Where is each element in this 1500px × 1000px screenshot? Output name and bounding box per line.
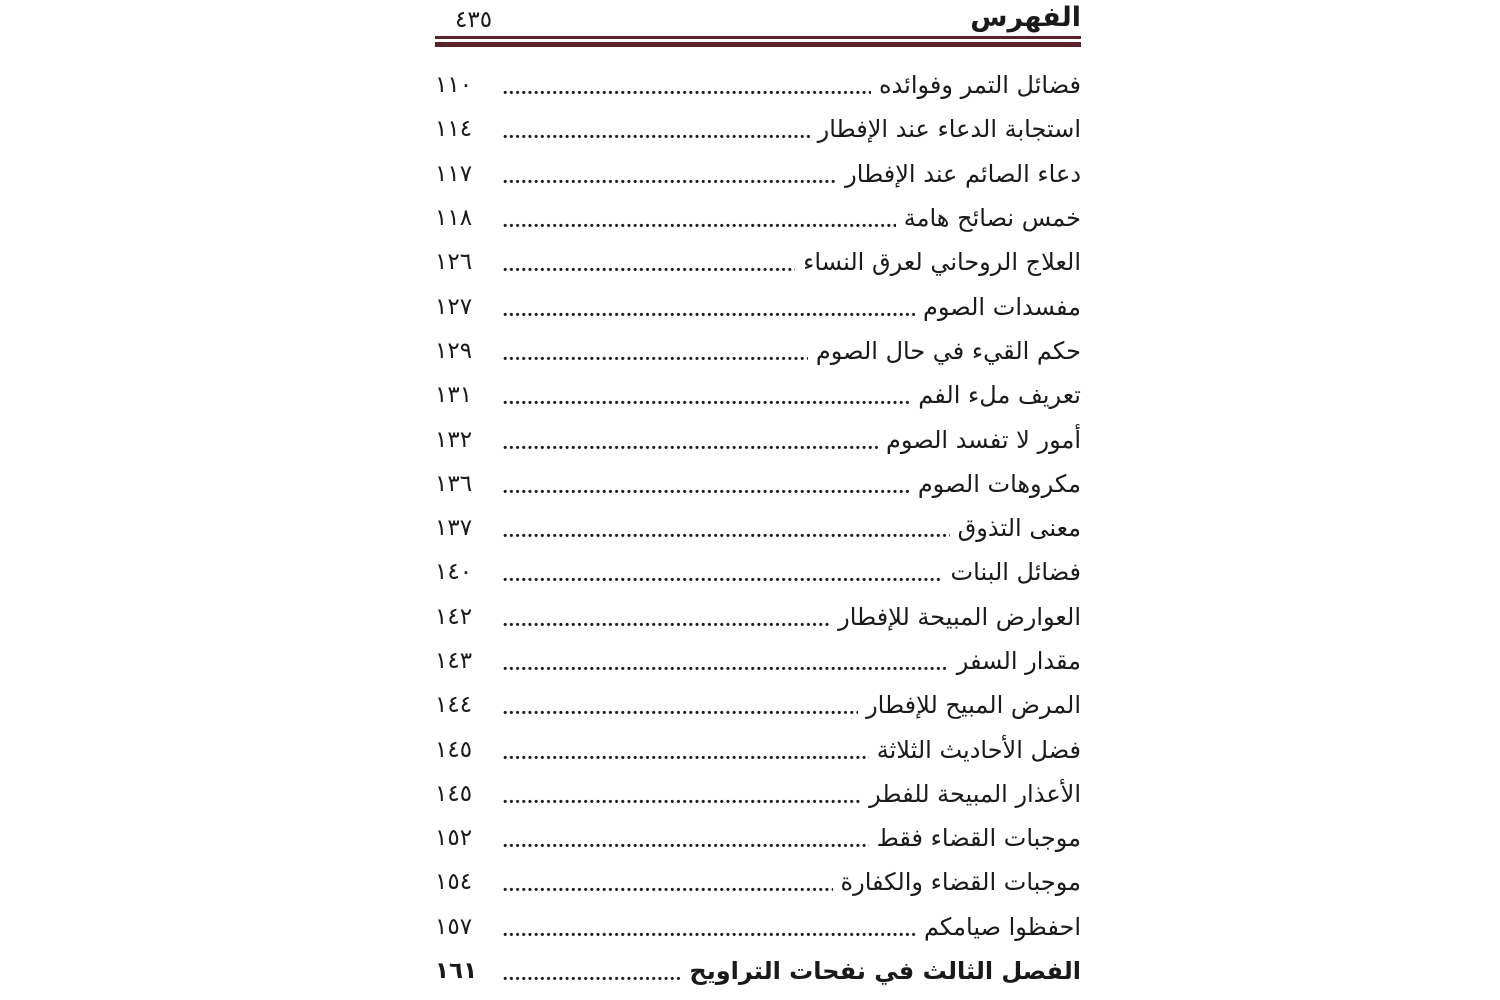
toc-entry-page: ١١٠ bbox=[435, 72, 473, 99]
toc-row: الأعذار المبيحة للفطر ١٤٥ bbox=[435, 772, 1081, 816]
toc-row: موجبات القضاء فقط ١٥٢ bbox=[435, 816, 1081, 860]
toc-entry-title: الأعذار المبيحة للفطر bbox=[869, 779, 1081, 808]
toc-entry-page: ١٤٥ bbox=[435, 780, 473, 807]
toc-entry-page: ١٤٢ bbox=[435, 603, 473, 630]
toc-entry-page: ١٢٦ bbox=[435, 249, 473, 276]
toc-entry-page: ١٣٢ bbox=[435, 426, 473, 453]
dot-leader bbox=[487, 639, 957, 683]
toc-entry-page: ١٤٤ bbox=[435, 692, 473, 719]
toc-entry-title: العلاج الروحاني لعرق النساء bbox=[803, 248, 1081, 277]
dot-leader bbox=[487, 816, 877, 860]
toc-row: احفظوا صيامكم ١٥٧ bbox=[435, 905, 1081, 949]
toc-entry-page: ١٥٧ bbox=[435, 913, 473, 940]
dot-leader bbox=[487, 417, 886, 461]
dot-leader bbox=[487, 949, 689, 993]
toc-entry-title: استجابة الدعاء عند الإفطار bbox=[817, 115, 1081, 144]
toc-row: فضائل البنات ١٤٠ bbox=[435, 550, 1081, 594]
toc-entry-page: ١٣٧ bbox=[435, 515, 473, 542]
toc-entry-title: المرض المبيح للإفطار bbox=[866, 691, 1081, 720]
toc-list: فضائل التمر وفوائده ١١٠ استجابة الدعاء ع… bbox=[435, 63, 1081, 993]
toc-entry-page: ١١٧ bbox=[435, 160, 473, 187]
toc-entry-page: ١٥٢ bbox=[435, 825, 473, 852]
toc-entry-page: ١١٨ bbox=[435, 205, 473, 232]
dot-leader bbox=[487, 506, 958, 550]
toc-row: مفسدات الصوم ١٢٧ bbox=[435, 284, 1081, 328]
toc-row: الفصل الثالث في نفحات التراويح ١٦١ bbox=[435, 949, 1081, 993]
toc-row: استجابة الدعاء عند الإفطار ١١٤ bbox=[435, 107, 1081, 151]
toc-entry-title: الفصل الثالث في نفحات التراويح bbox=[689, 957, 1081, 986]
toc-row: مكروهات الصوم ١٣٦ bbox=[435, 462, 1081, 506]
toc-entry-title: فضائل البنات bbox=[950, 558, 1081, 587]
toc-entry-title: احفظوا صيامكم bbox=[923, 912, 1081, 941]
toc-entry-title: مفسدات الصوم bbox=[923, 292, 1081, 321]
toc-entry-page: ١٤٥ bbox=[435, 736, 473, 763]
dot-leader bbox=[487, 196, 904, 240]
toc-entry-title: فضائل التمر وفوائده bbox=[878, 71, 1081, 100]
toc-entry-page: ١٤٣ bbox=[435, 648, 473, 674]
toc-entry-title: موجبات القضاء والكفارة bbox=[840, 868, 1081, 897]
dot-leader bbox=[487, 152, 845, 196]
toc-entry-title: حكم القيء في حال الصوم bbox=[815, 336, 1081, 365]
toc-entry-page: ١٦١ bbox=[435, 958, 478, 985]
toc-entry-title: تعريف ملء الفم bbox=[918, 381, 1081, 410]
toc-entry-title: دعاء الصائم عند الإفطار bbox=[845, 159, 1081, 188]
toc-entry-page: ١٥٤ bbox=[435, 869, 473, 896]
page-number: ٤٣٥ bbox=[455, 7, 493, 33]
dot-leader bbox=[487, 462, 918, 506]
dot-leader bbox=[487, 772, 869, 816]
toc-row: مقدار السفر ١٤٣ bbox=[435, 639, 1081, 683]
toc-entry-title: العوارض المبيحة للإفطار bbox=[838, 602, 1081, 631]
header-divider bbox=[435, 36, 1081, 47]
toc-entry-title: مقدار السفر bbox=[956, 647, 1081, 675]
dot-leader bbox=[487, 683, 866, 727]
dot-leader bbox=[487, 550, 951, 594]
toc-row: أمور لا تفسد الصوم ١٣٢ bbox=[435, 417, 1081, 461]
dot-leader bbox=[487, 595, 838, 639]
dot-leader bbox=[487, 329, 816, 373]
toc-entry-page: ١٢٧ bbox=[435, 293, 473, 320]
toc-entry-page: ١١٤ bbox=[435, 116, 473, 143]
toc-entry-title: خمس نصائح هامة bbox=[903, 204, 1081, 233]
book-page: الفهرس ٤٣٥ فضائل التمر وفوائده ١١٠ استجا… bbox=[435, 0, 1081, 1000]
toc-entry-page: ١٢٩ bbox=[435, 337, 473, 364]
dot-leader bbox=[487, 284, 923, 328]
dot-leader bbox=[487, 727, 877, 771]
toc-entry-title: موجبات القضاء فقط bbox=[876, 824, 1081, 853]
toc-entry-title: معنى التذوق bbox=[957, 514, 1081, 543]
toc-row: تعريف ملء الفم ١٣١ bbox=[435, 373, 1081, 417]
toc-row: المرض المبيح للإفطار ١٤٤ bbox=[435, 683, 1081, 727]
toc-row: خمس نصائح هامة ١١٨ bbox=[435, 196, 1081, 240]
toc-row: العلاج الروحاني لعرق النساء ١٢٦ bbox=[435, 240, 1081, 284]
toc-entry-page: ١٣١ bbox=[435, 382, 473, 409]
toc-row: دعاء الصائم عند الإفطار ١١٧ bbox=[435, 152, 1081, 196]
toc-entry-title: مكروهات الصوم bbox=[917, 469, 1081, 498]
toc-row: فضل الأحاديث الثلاثة ١٤٥ bbox=[435, 727, 1081, 771]
dot-leader bbox=[487, 107, 818, 151]
toc-row: موجبات القضاء والكفارة ١٥٤ bbox=[435, 860, 1081, 904]
page-title: الفهرس bbox=[970, 2, 1081, 33]
toc-row: فضائل التمر وفوائده ١١٠ bbox=[435, 63, 1081, 107]
toc-entry-title: فضل الأحاديث الثلاثة bbox=[876, 735, 1081, 764]
toc-entry-page: ١٣٦ bbox=[435, 470, 473, 497]
toc-row: العوارض المبيحة للإفطار ١٤٢ bbox=[435, 595, 1081, 639]
dot-leader bbox=[487, 860, 841, 904]
dot-leader bbox=[487, 905, 924, 949]
dot-leader bbox=[487, 240, 803, 284]
toc-row: معنى التذوق ١٣٧ bbox=[435, 506, 1081, 550]
dot-leader bbox=[487, 63, 879, 107]
toc-entry-title: أمور لا تفسد الصوم bbox=[886, 425, 1081, 454]
dot-leader bbox=[487, 373, 918, 417]
toc-entry-page: ١٤٠ bbox=[435, 559, 473, 586]
toc-row: حكم القيء في حال الصوم ١٢٩ bbox=[435, 329, 1081, 373]
page-header: الفهرس ٤٣٥ bbox=[435, 0, 1081, 36]
